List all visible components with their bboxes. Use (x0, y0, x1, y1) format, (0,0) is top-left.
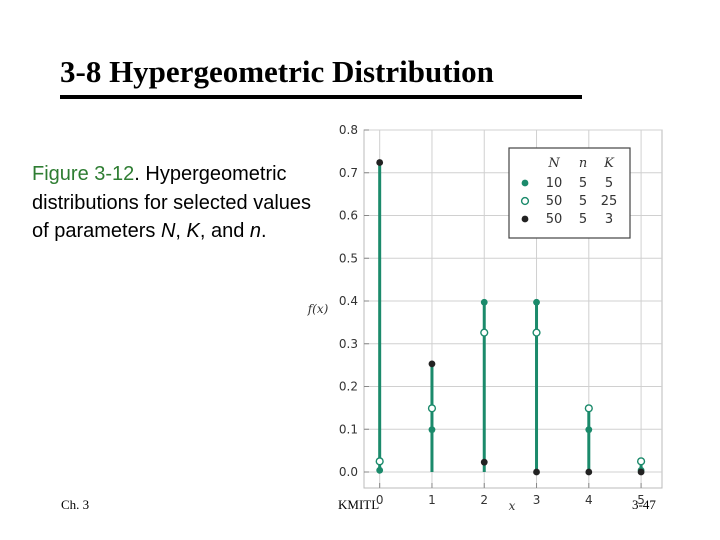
data-point-series-1 (584, 404, 593, 413)
legend-value: 5 (605, 176, 613, 191)
data-point-series-2 (533, 468, 540, 476)
x-tick-label: 5 (637, 493, 645, 507)
legend-value: 50 (546, 194, 563, 209)
data-point-series-2 (480, 458, 488, 466)
param-n-upper: N (160, 220, 176, 242)
data-point-series-1 (375, 457, 384, 466)
y-tick-label: 0.4 (339, 294, 358, 308)
footer-org: KMITL (338, 497, 380, 512)
figure-caption: Figure 3-12. Hypergeometric distribution… (32, 160, 312, 246)
data-point-series-0 (585, 426, 593, 434)
slide-title: 3-8 Hypergeometric Distribution (60, 54, 494, 89)
legend-header: K (603, 156, 615, 171)
x-tick-label: 3 (533, 493, 541, 507)
data-point-series-1 (532, 328, 541, 337)
y-tick-label: 0.5 (339, 251, 358, 265)
legend-marker (520, 196, 530, 206)
x-tick-label: 4 (585, 493, 593, 507)
param-n-lower: n (249, 220, 262, 242)
legend-value: 5 (579, 212, 587, 227)
legend-header: n (579, 156, 587, 171)
legend-value: 25 (601, 194, 618, 209)
y-tick-label: 0.7 (339, 166, 358, 180)
caption-end: . (261, 220, 267, 242)
data-point-series-0 (428, 426, 436, 434)
data-point-series-2 (428, 360, 436, 368)
data-point-series-2 (376, 159, 384, 166)
data-point-series-0 (480, 298, 488, 306)
legend-value: 50 (546, 212, 563, 227)
legend-header: N (547, 156, 560, 171)
data-point-series-2 (637, 468, 645, 476)
x-tick-label: 0 (376, 493, 384, 507)
caption-sep-2: , and (199, 220, 250, 242)
y-tick-label: 0.3 (339, 337, 358, 351)
y-axis-label: f(x) (307, 302, 329, 316)
data-point-series-1 (427, 404, 437, 413)
legend-marker (521, 215, 529, 223)
y-tick-label: 0.8 (339, 123, 358, 137)
figure-label: Figure 3-12 (32, 163, 135, 185)
data-point-series-1 (480, 328, 489, 337)
data-point-series-1 (636, 457, 646, 466)
data-point-series-0 (376, 466, 384, 474)
caption-text: . Hypergeometric distributions for selec… (32, 163, 312, 242)
x-tick-label: 1 (428, 493, 436, 507)
legend-value: 5 (579, 194, 587, 209)
x-tick-label: 2 (480, 493, 488, 507)
param-k: K (186, 220, 200, 242)
footer-page: 3-47 (632, 497, 656, 512)
y-tick-label: 0.1 (339, 422, 358, 436)
y-tick-label: 0.2 (339, 380, 358, 394)
data-point-series-0 (533, 298, 540, 306)
hypergeometric-chart: 0.0 0.1 0.2 0.3 0.4 0.5 0.6 0.7 0.8 0 1 2 3 4 5 f(x) x N n… (307, 123, 663, 513)
legend-value: 10 (546, 176, 563, 191)
title-underline (60, 95, 582, 99)
legend-box (508, 147, 631, 239)
x-axis-label: x (509, 499, 516, 513)
legend-value: 5 (579, 176, 587, 191)
data-point-series-2 (585, 468, 593, 476)
y-tick-label: 0.0 (339, 465, 358, 479)
legend-value: 3 (605, 212, 613, 227)
y-tick-label: 0.6 (339, 209, 358, 223)
footer-chapter: Ch. 3 (61, 497, 90, 512)
caption-sep-1: , (175, 220, 187, 242)
legend-marker (521, 179, 529, 187)
